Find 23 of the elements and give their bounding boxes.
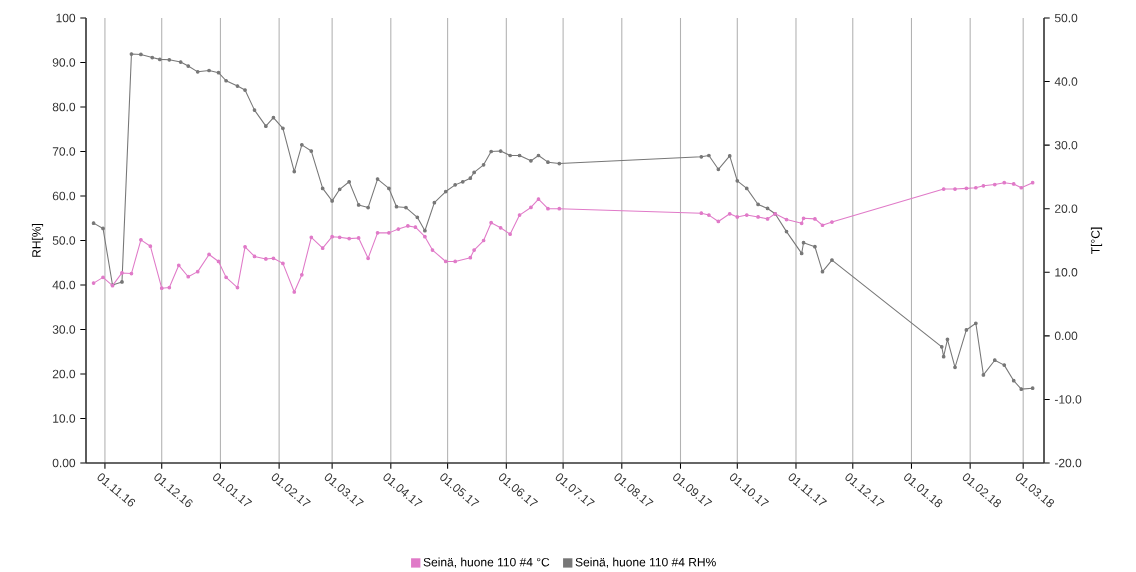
y-tick-label: 10.0 [53, 414, 76, 423]
y2-axis-title: T[°C] [1090, 227, 1103, 254]
y-tick-label: 0.00 [52, 458, 76, 468]
legend-label: Seinä, huone 110 #4 °C [423, 557, 550, 568]
y2-tick-label: 0.00 [1054, 331, 1078, 341]
y2-tick-label: 40.0 [1054, 77, 1078, 86]
y-tick-label: 90.0 [52, 58, 76, 67]
y-tick-label: 100 [56, 13, 76, 23]
y-tick-label: 80.0 [52, 102, 76, 112]
y2-tick-label: -20.0 [1054, 458, 1082, 468]
legend-label: Seinä, huone 110 #4 RH% [575, 557, 716, 568]
y2-tick-label: -10.0 [1054, 395, 1082, 404]
y2-tick-label: 50.0 [1054, 13, 1078, 23]
y-tick-label: 60.0 [52, 191, 76, 201]
y-tick-label: 40.0 [52, 280, 76, 290]
y-tick-label: 30.0 [52, 325, 76, 334]
y2-tick-label: 20.0 [1055, 204, 1078, 213]
y-tick-label: 20.0 [52, 369, 76, 379]
y-tick-label: 70.0 [52, 147, 76, 156]
y-axis-title: RH[%] [31, 224, 44, 257]
y-tick-label: 50.0 [52, 236, 76, 245]
y2-tick-label: 30.0 [1054, 140, 1078, 150]
y2-tick-label: 10.0 [1055, 268, 1078, 277]
